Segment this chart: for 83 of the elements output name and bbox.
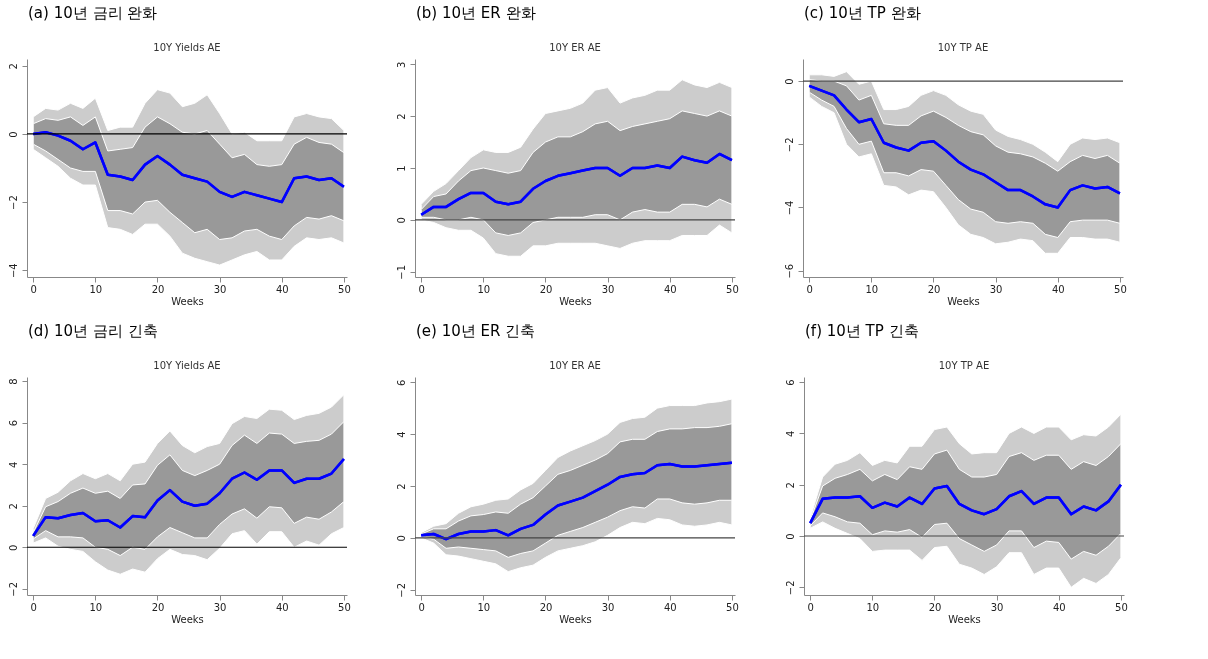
- x-tick-label: 50: [726, 283, 739, 295]
- y-tick-label: 3: [395, 61, 407, 68]
- y-tick-label: 2: [784, 482, 796, 489]
- x-axis-title: Weeks: [559, 613, 592, 625]
- y-tick-label: 2: [395, 113, 407, 120]
- y-tick-label: 0: [784, 533, 796, 540]
- chart-subtitle: 10Y ER AE: [549, 42, 601, 53]
- x-tick-label: 0: [418, 601, 425, 613]
- y-tick-label: −2: [7, 581, 19, 597]
- x-tick-label: 40: [275, 601, 289, 613]
- x-axis-title: Weeks: [948, 613, 981, 625]
- y-tick-label: 6: [395, 379, 407, 386]
- x-tick-label: 30: [601, 283, 615, 295]
- x-tick-label: 30: [213, 283, 227, 295]
- x-tick-label: 20: [151, 283, 165, 295]
- y-tick-label: 0: [7, 131, 19, 138]
- y-tick-label: 6: [7, 419, 19, 427]
- x-tick-label: 40: [275, 283, 289, 295]
- x-tick-label: 20: [539, 283, 553, 295]
- y-tick-label: −4: [7, 263, 19, 279]
- x-tick-label: 20: [927, 283, 941, 295]
- y-tick-label: 4: [395, 431, 407, 438]
- chart-title: (a) 10년 금리 완화: [28, 4, 158, 22]
- x-tick-label: 30: [213, 601, 227, 613]
- x-tick-label: 0: [30, 283, 37, 295]
- y-tick-label: 2: [395, 483, 407, 490]
- y-tick-label: −2: [784, 580, 796, 596]
- y-tick-label: 2: [7, 503, 19, 510]
- x-tick-label: 0: [807, 601, 814, 613]
- y-tick-label: −2: [7, 195, 19, 210]
- x-tick-label: 50: [1114, 283, 1127, 295]
- x-tick-label: 50: [726, 601, 739, 613]
- x-axis-title: Weeks: [171, 613, 204, 625]
- x-tick-label: 20: [928, 601, 942, 613]
- x-tick-label: 10: [89, 601, 103, 613]
- x-tick-label: 0: [418, 283, 425, 295]
- y-tick-label: −6: [783, 263, 795, 279]
- chart-subtitle: 10Y ER AE: [549, 360, 601, 371]
- x-tick-label: 0: [806, 283, 813, 295]
- x-tick-label: 50: [338, 283, 351, 295]
- y-tick-label: −2: [783, 137, 795, 153]
- y-tick-label: 4: [7, 461, 19, 468]
- x-axis-title: Weeks: [947, 295, 980, 307]
- x-tick-label: 50: [1115, 601, 1128, 613]
- chart-title: (f) 10년 TP 긴축: [805, 322, 919, 340]
- chart-subtitle: 10Y TP AE: [937, 42, 989, 53]
- y-tick-label: 0: [7, 544, 19, 551]
- x-tick-label: 40: [1051, 283, 1065, 295]
- chart-subtitle: 10Y Yields AE: [153, 42, 221, 53]
- x-tick-label: 20: [539, 601, 553, 613]
- y-tick-label: 2: [7, 63, 19, 70]
- x-tick-label: 10: [865, 283, 879, 295]
- x-tick-label: 30: [990, 601, 1004, 613]
- x-tick-label: 10: [477, 601, 491, 613]
- y-tick-label: −1: [395, 264, 407, 280]
- y-tick-label: 4: [784, 430, 796, 438]
- x-tick-label: 50: [338, 601, 351, 613]
- x-tick-label: 10: [477, 283, 491, 295]
- chart-subtitle: 10Y Yields AE: [153, 360, 221, 371]
- x-tick-label: 30: [601, 601, 615, 613]
- x-tick-label: 0: [30, 601, 37, 613]
- y-tick-label: 0: [395, 217, 407, 224]
- chart-title: (b) 10년 ER 완화: [416, 4, 536, 22]
- y-tick-label: 6: [784, 379, 796, 386]
- chart-title: (e) 10년 ER 긴축: [416, 322, 536, 340]
- y-tick-label: 1: [395, 165, 407, 172]
- x-axis-title: Weeks: [171, 295, 204, 307]
- y-tick-label: 0: [783, 78, 795, 85]
- x-tick-label: 10: [866, 601, 880, 613]
- x-axis-title: Weeks: [559, 295, 592, 307]
- x-tick-label: 30: [989, 283, 1003, 295]
- chart-subtitle: 10Y TP AE: [938, 360, 990, 371]
- y-tick-label: −4: [783, 200, 795, 216]
- y-tick-label: 0: [395, 535, 407, 542]
- chart-title: (c) 10년 TP 완화: [804, 4, 921, 22]
- x-tick-label: 40: [1052, 601, 1066, 613]
- x-tick-label: 10: [89, 283, 103, 295]
- x-tick-label: 40: [663, 601, 677, 613]
- x-tick-label: 40: [663, 283, 677, 295]
- chart-title: (d) 10년 금리 긴축: [28, 322, 158, 340]
- y-tick-label: −2: [395, 582, 407, 598]
- y-tick-label: 8: [7, 378, 19, 385]
- x-tick-label: 20: [151, 601, 165, 613]
